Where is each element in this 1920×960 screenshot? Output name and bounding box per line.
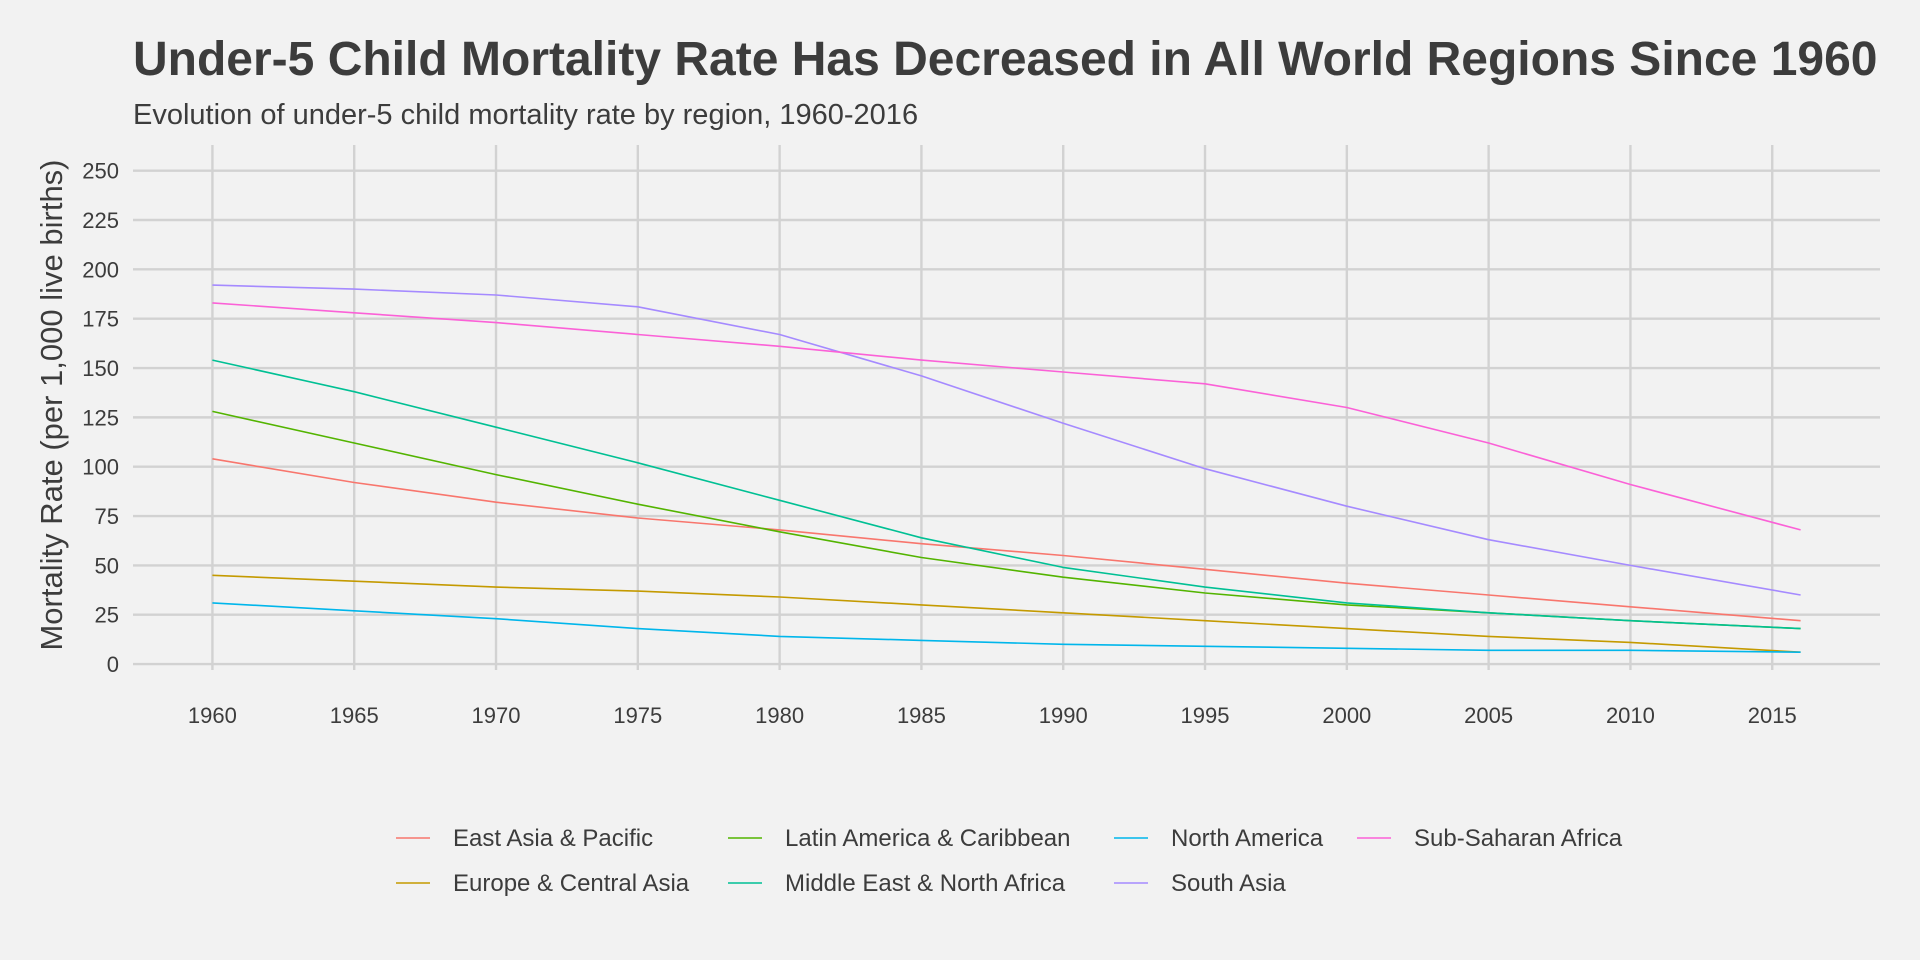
x-tick-label: 1970 <box>472 703 521 728</box>
legend-label: Latin America & Caribbean <box>785 825 1071 852</box>
y-tick-label: 175 <box>82 307 119 332</box>
y-tick-label: 0 <box>107 652 119 677</box>
x-tick-label: 1985 <box>897 703 946 728</box>
series-line-6 <box>212 302 1801 531</box>
x-tick-label: 1980 <box>755 703 804 728</box>
x-tick-labels: 1960 1965 1970 1975 1980 1985 1990 1995 2000 2005… <box>188 703 1797 728</box>
y-tick-label: 50 <box>95 553 119 578</box>
legend-item: East Asia & Pacific <box>396 825 653 852</box>
x-tick-label: 1965 <box>330 703 379 728</box>
chart-title: Under-5 Child Mortality Rate Has Decreas… <box>133 33 1877 86</box>
legend-label: Sub-Saharan Africa <box>1414 825 1623 852</box>
x-tick-label: 2000 <box>1322 703 1371 728</box>
y-tick-label: 225 <box>82 208 119 233</box>
y-tick-label: 125 <box>82 405 119 430</box>
x-tick-label: 1975 <box>613 703 662 728</box>
x-tick-label: 2015 <box>1748 703 1797 728</box>
series-line-5 <box>212 284 1801 596</box>
legend-label: Middle East & North Africa <box>785 870 1066 897</box>
legend: East Asia & Pacific Europe & Central Asia… <box>396 825 1623 897</box>
series-line-4 <box>212 602 1801 653</box>
series-line-1 <box>212 574 1801 653</box>
y-tick-label: 25 <box>95 603 119 628</box>
legend-label: East Asia & Pacific <box>453 825 653 852</box>
legend-item: South Asia <box>1114 870 1286 897</box>
series-line-2 <box>212 410 1801 630</box>
x-tick-label: 2010 <box>1606 703 1655 728</box>
series-lines <box>212 284 1801 653</box>
chart-subtitle: Evolution of under-5 child mortality rat… <box>133 99 918 131</box>
y-tick-label: 100 <box>82 455 119 480</box>
x-tick-label: 1995 <box>1181 703 1230 728</box>
grid-lines <box>133 145 1880 670</box>
legend-item: Sub-Saharan Africa <box>1357 825 1623 852</box>
series-line-0 <box>212 458 1801 622</box>
legend-label: North America <box>1171 825 1324 852</box>
y-tick-label: 150 <box>82 356 119 381</box>
x-tick-label: 1990 <box>1039 703 1088 728</box>
y-tick-label: 200 <box>82 257 119 282</box>
legend-item: Latin America & Caribbean <box>728 825 1071 852</box>
y-tick-label: 250 <box>82 159 119 184</box>
y-axis-label: Mortality Rate (per 1,000 live births) <box>34 159 69 650</box>
legend-item: Middle East & North Africa <box>728 870 1066 897</box>
legend-label: South Asia <box>1171 870 1286 897</box>
x-tick-label: 1960 <box>188 703 237 728</box>
y-tick-labels: 0 25 50 75 100 125 150 175 200 225 250 <box>82 159 119 677</box>
y-tick-label: 75 <box>95 504 119 529</box>
legend-item: Europe & Central Asia <box>396 870 690 897</box>
series-line-3 <box>212 359 1801 630</box>
legend-label: Europe & Central Asia <box>453 870 690 897</box>
legend-item: North America <box>1114 825 1324 852</box>
x-tick-label: 2005 <box>1464 703 1513 728</box>
